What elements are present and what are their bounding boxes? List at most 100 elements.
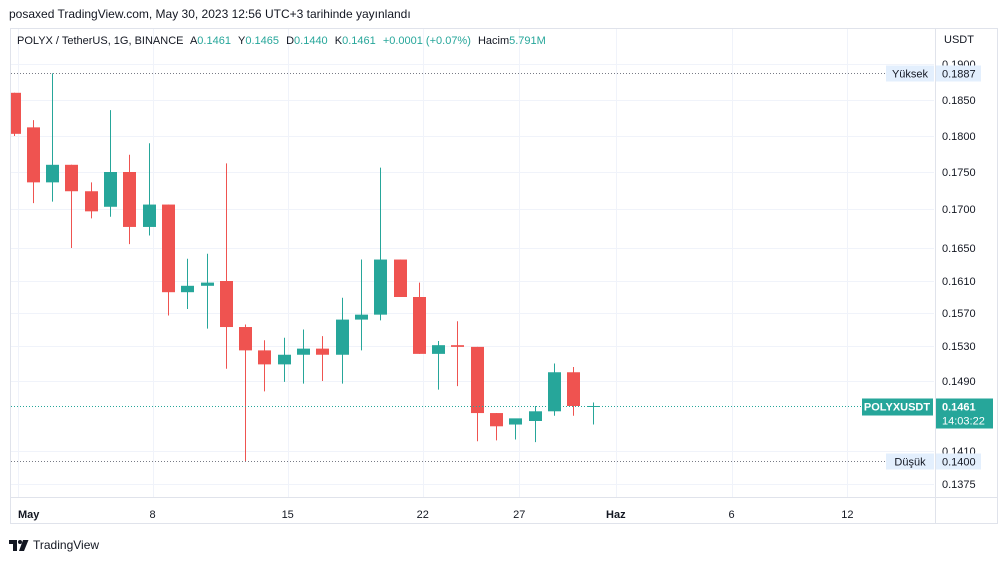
currency-label[interactable]: USDT: [944, 34, 974, 46]
candle-body: [104, 172, 117, 207]
close-value: 0.1461: [342, 35, 376, 47]
high-marker-label: Yüksek: [892, 69, 929, 81]
candle[interactable]: [143, 143, 156, 236]
price-tick-label: 0.1530: [942, 341, 976, 353]
time-tick-label: 8: [150, 509, 156, 521]
candle-body: [65, 164, 78, 192]
candle[interactable]: [104, 110, 117, 217]
candle-body: [355, 314, 368, 320]
candle-body: [490, 413, 503, 427]
candle-body: [201, 282, 214, 286]
candle-body: [11, 92, 21, 134]
ohlc-legend: POLYX / TetherUS, 1G, BINANCE A0.1461 Y0…: [17, 35, 546, 47]
candle-body: [432, 345, 445, 354]
candle[interactable]: [220, 163, 233, 369]
grid-lines: [11, 29, 934, 497]
time-tick-label: 15: [282, 509, 294, 521]
candle[interactable]: [374, 167, 387, 321]
time-tick-label: May: [18, 509, 40, 521]
candle[interactable]: [394, 259, 407, 297]
time-tick-label: 27: [513, 509, 525, 521]
candle[interactable]: [413, 282, 426, 354]
candle[interactable]: [509, 418, 522, 440]
time-tick-label: 22: [417, 509, 429, 521]
candle[interactable]: [201, 253, 214, 329]
candle-body: [85, 191, 98, 212]
price-tick-label: 0.1700: [942, 204, 976, 216]
time-tick-label: Haz: [606, 509, 626, 521]
candle-body: [451, 345, 464, 347]
candle[interactable]: [239, 324, 252, 461]
candle[interactable]: [336, 297, 349, 384]
brand-label: TradingView: [33, 538, 100, 552]
candle-body: [567, 372, 580, 406]
candle[interactable]: [355, 259, 368, 351]
high-marker-value: 0.1887: [942, 69, 976, 81]
price-tick-label: 0.1570: [942, 308, 976, 320]
candle[interactable]: [162, 204, 175, 316]
candle-body: [27, 127, 40, 183]
candle-body: [471, 346, 484, 414]
candle-body: [220, 281, 233, 328]
open-label: A: [189, 35, 198, 47]
candle[interactable]: [181, 258, 194, 309]
candle-body: [509, 418, 522, 425]
candle-body: [336, 319, 349, 355]
open-value: 0.1461: [197, 35, 231, 47]
candle-body: [316, 348, 329, 355]
price-tick-label: 0.1800: [942, 131, 976, 143]
candle-body: [181, 285, 194, 293]
candle-body: [239, 327, 252, 351]
candle[interactable]: [85, 182, 98, 219]
tradingview-logo[interactable]: TradingView: [9, 538, 99, 552]
candle[interactable]: [471, 346, 484, 442]
last-price-value: 0.1461: [942, 402, 976, 414]
high-marker-label-bg: [886, 65, 934, 82]
high-value: 0.1465: [245, 35, 280, 47]
candle[interactable]: [529, 406, 542, 443]
close-label: K: [334, 35, 343, 47]
candle[interactable]: [567, 367, 580, 416]
low-value: 0.1440: [294, 35, 328, 47]
candle[interactable]: [27, 120, 40, 204]
symbol-label[interactable]: POLYX / TetherUS, 1G, BINANCE: [17, 35, 184, 47]
high-marker-value-bg: [936, 65, 981, 82]
candle-body: [374, 259, 387, 315]
chart-frame: [10, 28, 998, 524]
candle-body: [394, 259, 407, 297]
candle-body: [123, 172, 136, 227]
candle[interactable]: [65, 164, 78, 248]
last-price-countdown: 14:03:22: [942, 416, 985, 428]
candle[interactable]: [297, 329, 310, 384]
candle[interactable]: [548, 363, 561, 416]
high-label: Y: [238, 35, 246, 47]
low-marker-label: Düşük: [894, 457, 926, 469]
candle-body: [548, 372, 561, 412]
candle[interactable]: [258, 340, 271, 392]
volume-value: 5.791M: [509, 35, 546, 47]
candle[interactable]: [587, 402, 600, 425]
candles: [8, 73, 600, 461]
time-tick-label: 6: [729, 509, 735, 521]
candle-body: [278, 354, 291, 365]
time-axis-labels: May 8 15 22 27 Haz 6 12: [18, 509, 854, 521]
low-marker-value-bg: [936, 453, 981, 470]
candle[interactable]: [278, 337, 291, 382]
candle[interactable]: [316, 336, 329, 381]
candle[interactable]: [46, 73, 59, 202]
time-tick-label: 12: [841, 509, 853, 521]
price-tick-label: 0.1490: [942, 376, 976, 388]
candle[interactable]: [123, 154, 136, 245]
candle[interactable]: [8, 92, 21, 136]
last-price-value-bg: [936, 398, 993, 429]
candle[interactable]: [490, 413, 503, 441]
price-tick-label: 0.1850: [942, 95, 976, 107]
low-marker-label-bg: [886, 453, 934, 470]
candle[interactable]: [451, 321, 464, 387]
candle-body: [46, 164, 59, 183]
candle-body: [529, 411, 542, 421]
change-value: +0.0001 (+0.07%): [382, 35, 471, 47]
price-tick-label: 0.1750: [942, 167, 976, 179]
candle[interactable]: [432, 341, 445, 390]
